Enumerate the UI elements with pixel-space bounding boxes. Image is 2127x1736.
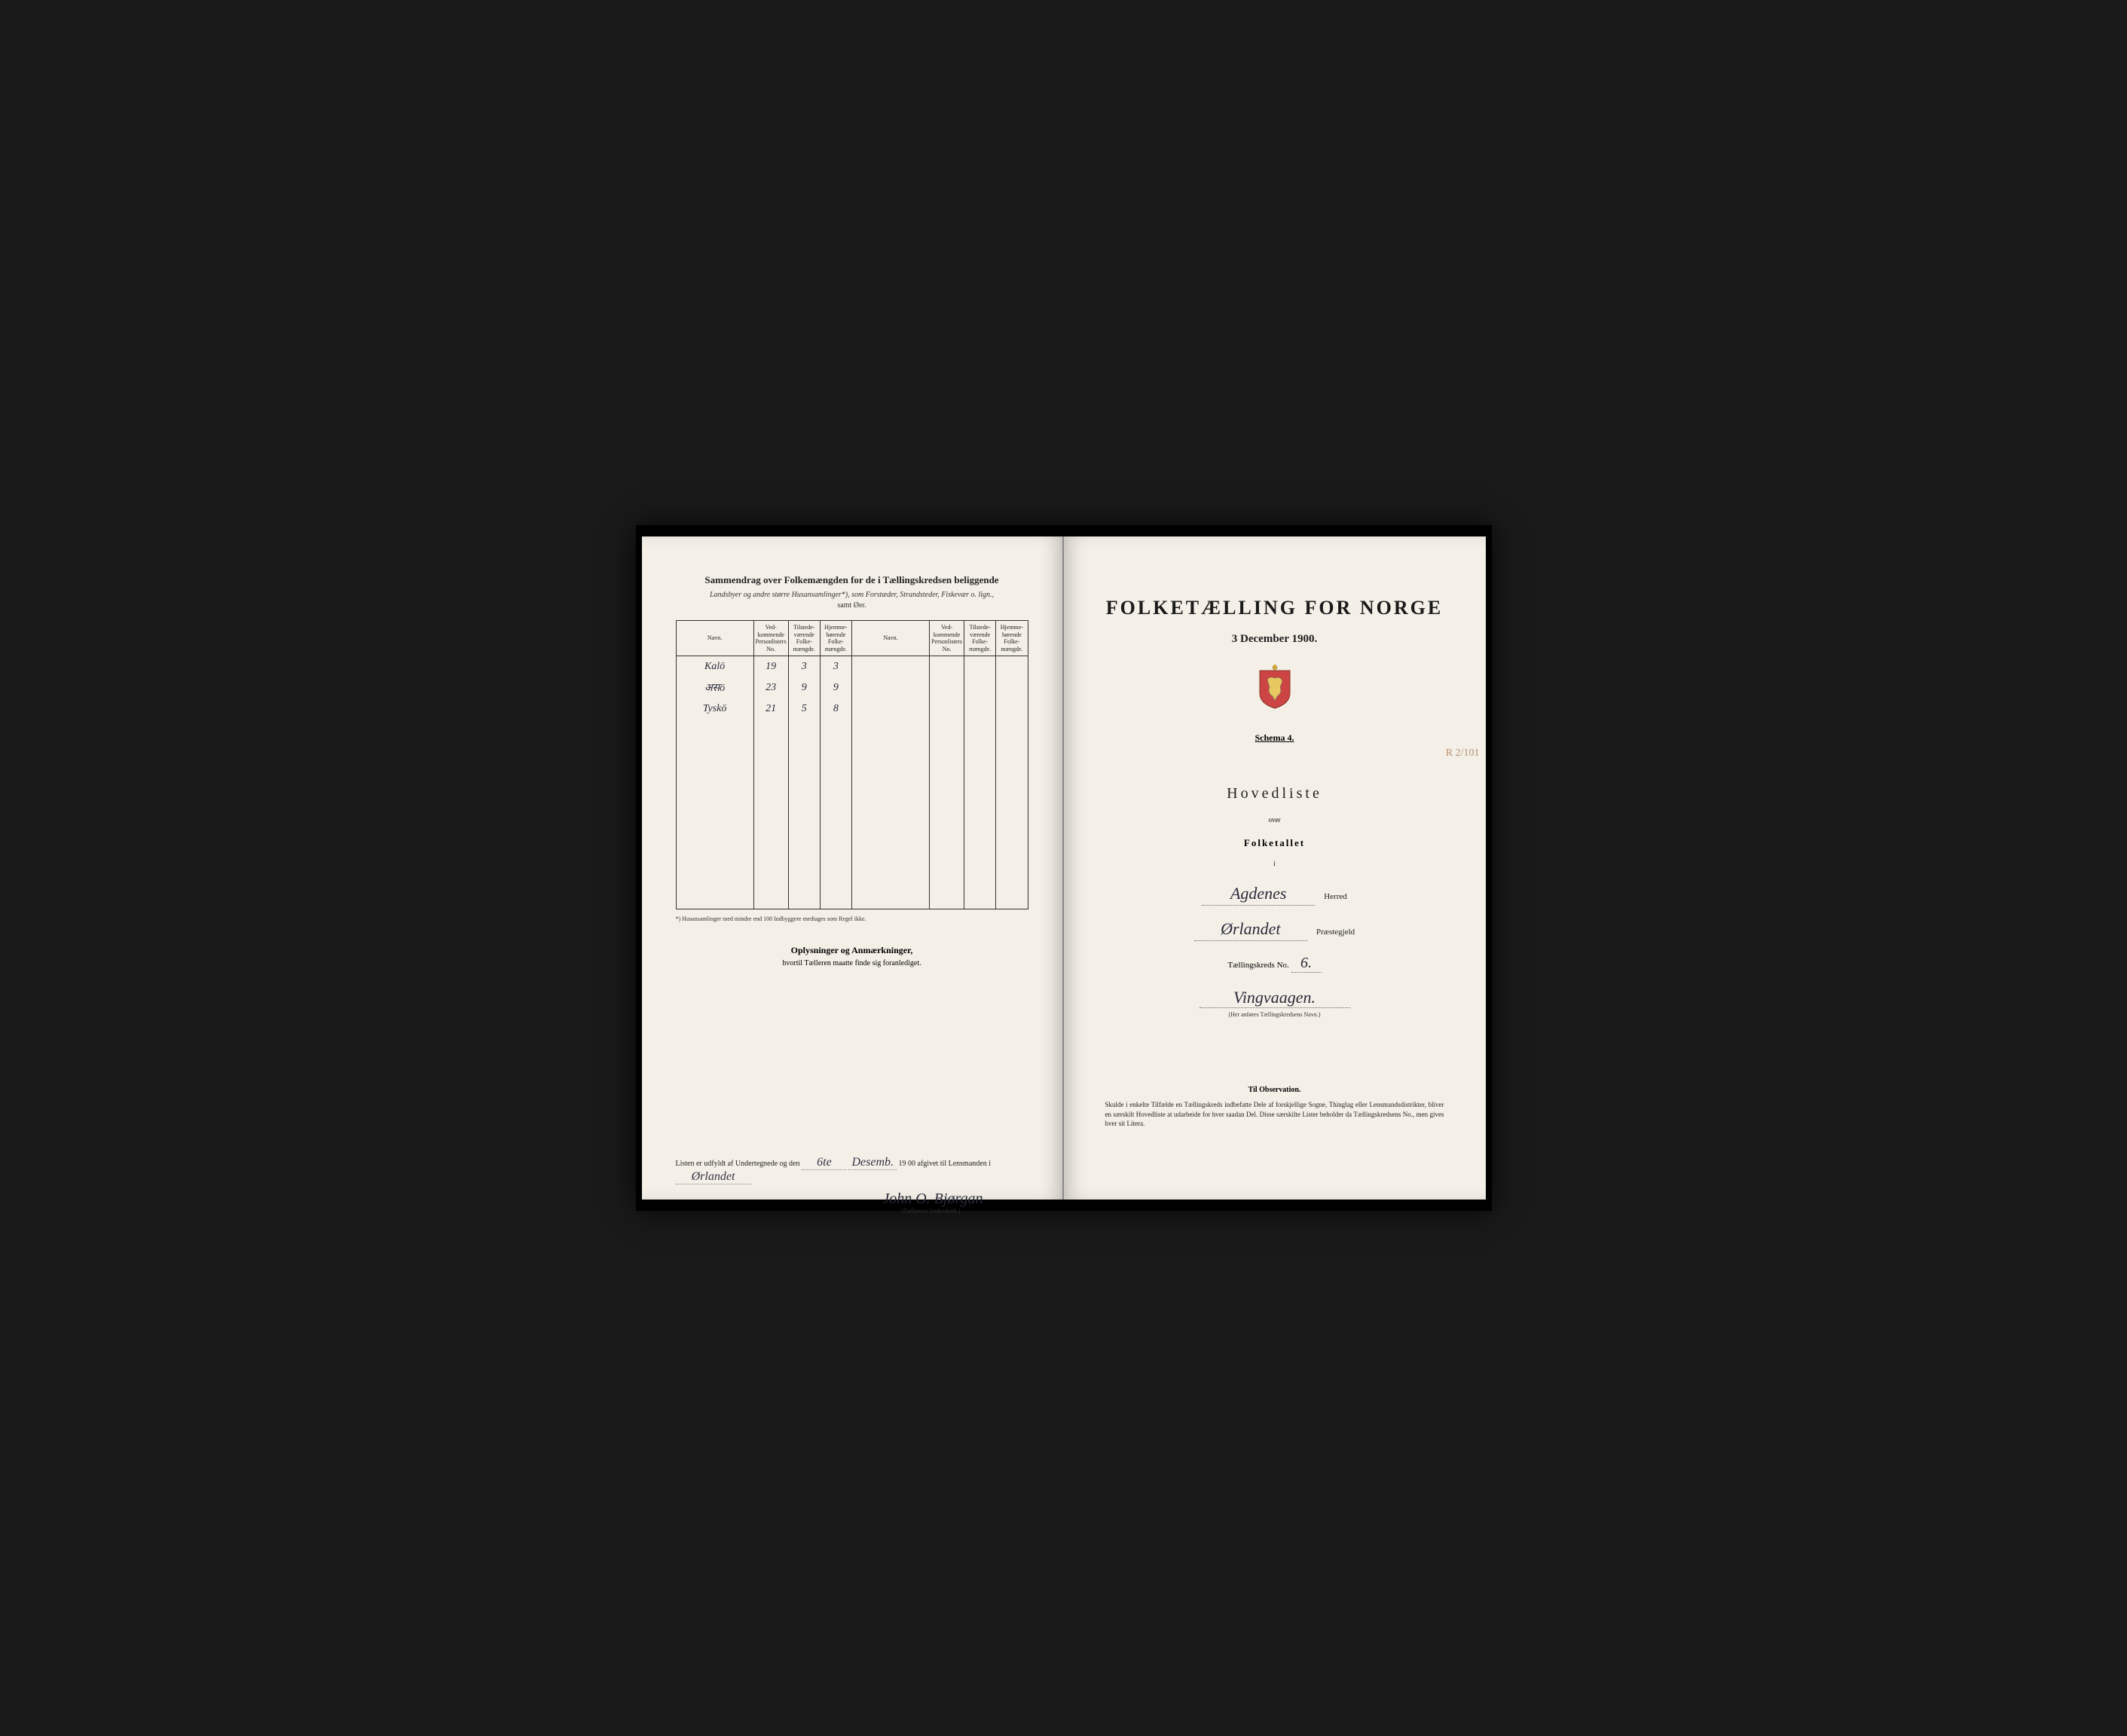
kreds-no-row: Tællingskreds No. 6. [1098, 955, 1452, 973]
kreds-number: 6. [1291, 955, 1322, 973]
herred-value: Agdenes [1202, 884, 1315, 906]
table-row: Kalö 19 3 3 [676, 656, 1028, 677]
praest-value: Ørlandet [1194, 919, 1307, 941]
signature-caption: (Tællerens Underskrift.) [676, 1208, 1028, 1215]
table-row [676, 888, 1028, 909]
attestation-line: Listen er udfyldt af Undertegnede og den… [676, 1156, 1028, 1184]
kreds-caption: (Her anføres Tællingskredsens Navn.) [1098, 1011, 1452, 1018]
lensmand-place: Ørlandet [676, 1170, 751, 1184]
right-page: R 2/101 FOLKETÆLLING FOR NORGE 3 Decembe… [1064, 536, 1486, 1200]
signature: John O. Bjørgan [676, 1190, 1028, 1208]
table-row [676, 804, 1028, 825]
main-title: FOLKETÆLLING FOR NORGE [1098, 597, 1452, 619]
col-navn-2: Navn. [851, 621, 929, 656]
observation-text: Skulde i enkelte Tilfælde en Tællingskre… [1098, 1100, 1452, 1129]
table-row [676, 867, 1028, 888]
praest-label: Præstegjeld [1316, 928, 1355, 937]
table-row [676, 762, 1028, 783]
folketallet-label: Folketallet [1098, 837, 1452, 849]
col-tilstede-1: Tilstede- værende Folke- mængde. [788, 621, 820, 656]
margin-annotation: R 2/101 [1446, 747, 1480, 760]
table-row: असö 23 9 9 [676, 677, 1028, 698]
hovedliste-heading: Hovedliste [1098, 785, 1452, 802]
date-day: 6te [802, 1156, 847, 1170]
table-row [676, 741, 1028, 762]
coat-of-arms-icon [1256, 665, 1294, 710]
table-row [676, 846, 1028, 867]
summary-title: Sammendrag over Folkemængden for de i Tæ… [676, 574, 1028, 586]
remarks-title: Oplysninger og Anmærkninger, [676, 945, 1028, 956]
summary-subtitle: Landsbyer og andre større Husansamlinger… [676, 591, 1028, 599]
summary-subtitle-2: samt Øer. [676, 601, 1028, 610]
census-body: Kalö 19 3 3 असö 23 9 9 Tyskö 21 5 [676, 656, 1028, 909]
table-row [676, 825, 1028, 846]
herred-row: Agdenes Herred [1098, 884, 1452, 906]
over-label: over [1098, 816, 1452, 824]
table-row [676, 783, 1028, 804]
kreds-name: Vingvaagen. [1199, 988, 1350, 1008]
table-row: Tyskö 21 5 8 [676, 698, 1028, 720]
observation-title: Til Observation. [1098, 1086, 1452, 1094]
schema-label: Schema 4. [1098, 732, 1452, 744]
table-row [676, 720, 1028, 741]
census-table: Navn. Ved- kommende Personlisters No. Ti… [676, 620, 1028, 909]
left-page: Sammendrag over Folkemængden for de i Tæ… [642, 536, 1064, 1200]
col-vedk-2: Ved- kommende Personlisters No. [930, 621, 964, 656]
remarks-subtitle: hvortil Tælleren maatte finde sig foranl… [676, 959, 1028, 967]
col-vedk-1: Ved- kommende Personlisters No. [753, 621, 788, 656]
col-navn-1: Navn. [676, 621, 753, 656]
table-footnote: *) Husansamlinger med mindre end 100 Ind… [676, 915, 1028, 922]
herred-label: Herred [1324, 892, 1347, 901]
praestegjeld-row: Ørlandet Præstegjeld [1098, 919, 1452, 941]
col-hjemme-1: Hjemme- hørende Folke- mængde. [820, 621, 851, 656]
col-hjemme-2: Hjemme- hørende Folke- mængde. [996, 621, 1028, 656]
i-label: i [1098, 860, 1452, 867]
census-date: 3 December 1900. [1098, 633, 1452, 646]
book-spread: Sammendrag over Folkemængden for de i Tæ… [636, 525, 1492, 1211]
date-month: Desemb. [848, 1156, 897, 1170]
col-tilstede-2: Tilstede- værende Folke- mængde. [964, 621, 996, 656]
